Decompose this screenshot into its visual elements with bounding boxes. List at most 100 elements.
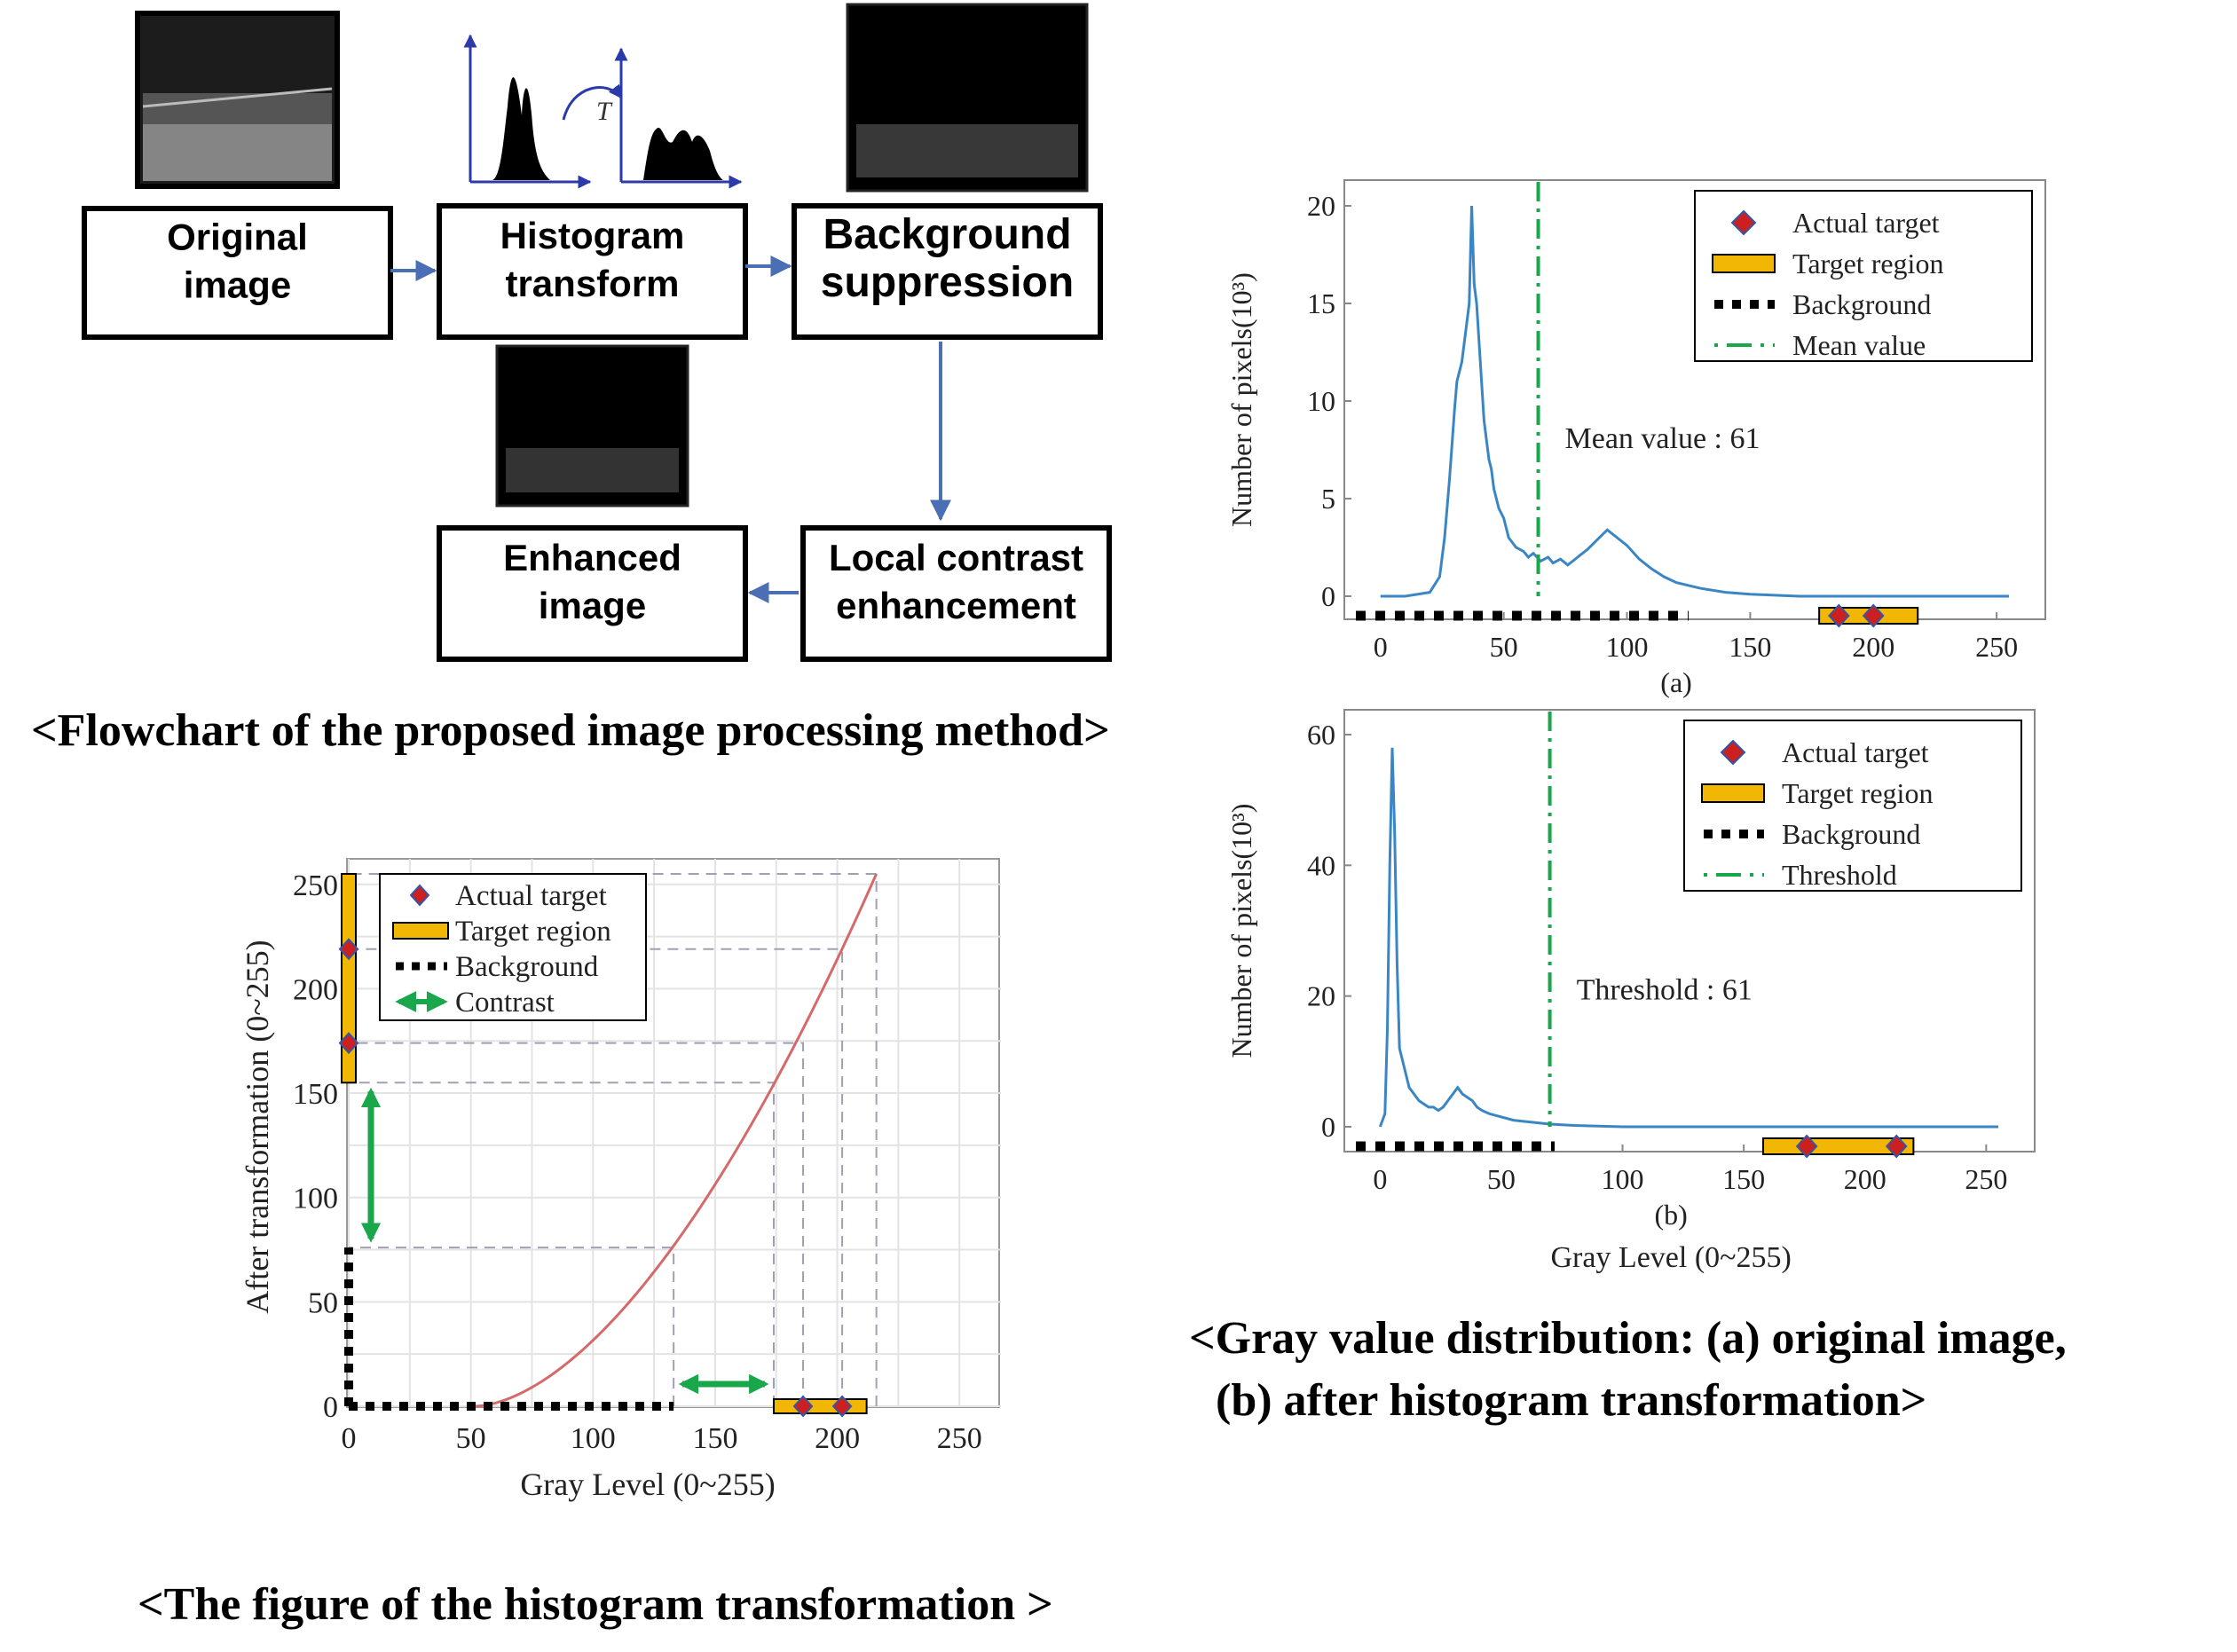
histogram-after-icon xyxy=(614,47,743,189)
x-tick-label: 250 xyxy=(937,1422,982,1455)
actual-target-marker xyxy=(792,1395,814,1418)
chart-histogram-transformation: 0 50 100 150 200 250 0 50 100 150 200 250 Actual tar… xyxy=(240,858,1001,1502)
dashed-guide-line xyxy=(349,1042,805,1406)
y-axis-label: Number of pixels(10³) xyxy=(1225,272,1257,527)
threshold-annotation: Threshold : 61 xyxy=(1577,973,1753,1006)
legend-entry: Contrast xyxy=(455,987,555,1019)
flow-box-label: Histogram xyxy=(500,215,685,256)
legend-actual-target-icon xyxy=(409,884,430,907)
flow-box-original: Original image xyxy=(82,206,393,340)
x-tick-label: 250 xyxy=(1975,631,2018,663)
flow-box-label: Original xyxy=(167,216,308,258)
legend-entry: Target region xyxy=(1792,248,1943,279)
x-tick-label: 200 xyxy=(1844,1163,1886,1195)
x-tick-label: 150 xyxy=(692,1422,737,1455)
x-tick-label: 150 xyxy=(1729,631,1771,663)
legend-entry: Mean value xyxy=(1792,329,1926,361)
flow-box-label: image xyxy=(539,585,646,626)
enhanced-image-thumbnail xyxy=(495,344,689,507)
target-region-y xyxy=(341,873,357,1084)
y-tick-label: 200 xyxy=(293,973,338,1006)
flow-box-frame xyxy=(792,203,1103,340)
y-tick-label: 250 xyxy=(293,869,338,902)
x-tick-label: 150 xyxy=(1722,1163,1765,1195)
y-tick-label: 60 xyxy=(1307,719,1335,751)
y-tick-label: 150 xyxy=(293,1078,338,1111)
legend-target-region-icon xyxy=(1701,783,1765,803)
legend: Actual target Target region Background Mean… xyxy=(1694,190,2033,362)
actual-target-marker xyxy=(338,1032,359,1055)
x-tick-label: 50 xyxy=(456,1422,486,1455)
plot-frame xyxy=(1343,709,2036,1152)
transform-symbol: T xyxy=(596,97,613,126)
y-tick-label: 20 xyxy=(1307,980,1335,1012)
legend-actual-target-icon xyxy=(1730,209,1757,236)
legend-entry: Actual target xyxy=(1782,736,1929,768)
legend-entry: Actual target xyxy=(455,880,607,912)
flow-box-frame xyxy=(437,203,748,340)
y-tick-label: 15 xyxy=(1307,287,1335,319)
x-tick-label: 50 xyxy=(1487,1163,1516,1195)
x-tick-label: 100 xyxy=(571,1422,616,1455)
dashed-guide-line xyxy=(349,1247,675,1406)
legend-entry: Background xyxy=(1782,818,1920,850)
flow-box-label: Local contrast xyxy=(829,537,1083,578)
x-axis-label: Gray Level (0~255) xyxy=(1550,1241,1791,1274)
x-tick-label: 0 xyxy=(342,1422,357,1455)
y-tick-label: 40 xyxy=(1307,849,1335,881)
transformation-caption: <The figure of the histogram transformat… xyxy=(138,1579,1053,1630)
y-tick-label: 100 xyxy=(293,1183,338,1215)
chart-gray-distribution-transformed: 0 20 40 60 0 50 100 150 200 250 Threshold : 61 Numb… xyxy=(1225,709,2036,1274)
flow-box-frame xyxy=(437,525,748,662)
flow-box-label: Background xyxy=(823,211,1071,258)
flow-box-frame xyxy=(800,525,1112,662)
flow-arrows xyxy=(390,256,951,603)
x-tick-label: 200 xyxy=(815,1422,860,1455)
legend-entry: Background xyxy=(455,951,599,983)
actual-target-marker xyxy=(338,938,359,961)
x-axis-label: Gray Level (0~255) xyxy=(520,1467,775,1502)
legend-entry: Background xyxy=(1792,288,1931,320)
x-tick-label: 250 xyxy=(1965,1163,2007,1195)
y-tick-label: 20 xyxy=(1307,190,1335,222)
original-image-thumbnail xyxy=(135,11,340,189)
x-tick-label: 0 xyxy=(1374,631,1388,663)
flow-box-frame xyxy=(82,206,393,340)
flow-box-label: enhancement xyxy=(836,585,1076,626)
legend: Actual target Target region Background Thre… xyxy=(1683,720,2022,892)
x-tick-label: 0 xyxy=(1373,1163,1387,1195)
y-tick-label: 50 xyxy=(308,1286,338,1319)
y-axis-label: After transformation (0~255) xyxy=(240,940,275,1313)
y-tick-label: 0 xyxy=(1321,1111,1335,1143)
background-suppression-thumbnail xyxy=(846,3,1089,193)
histogram-series-line xyxy=(1380,205,2009,598)
y-tick-label: 10 xyxy=(1307,385,1335,417)
x-tick-label: 200 xyxy=(1852,631,1894,663)
actual-target-marker xyxy=(1885,1134,1908,1159)
flow-box-enh: Enhanced image xyxy=(437,525,748,662)
transformation-curve xyxy=(476,873,878,1408)
histogram-before-icon xyxy=(463,34,592,189)
actual-target-marker xyxy=(831,1395,853,1418)
flow-box-lce: Local contrast enhancement xyxy=(800,525,1112,662)
flow-box-label: transform xyxy=(505,263,679,304)
target-region-x xyxy=(773,1398,868,1414)
x-tick-label: 100 xyxy=(1602,1163,1644,1195)
actual-target-marker xyxy=(1828,603,1850,628)
actual-target-marker xyxy=(1795,1134,1818,1159)
y-axis-label: Number of pixels(10³) xyxy=(1225,804,1257,1058)
histogram-series-line xyxy=(1378,747,1998,1129)
x-tick-label: 100 xyxy=(1606,631,1649,663)
legend-entry: Target region xyxy=(455,916,611,948)
y-tick-label: 5 xyxy=(1321,483,1335,515)
y-tick-label: 0 xyxy=(323,1391,338,1424)
flowchart-caption: <Flowchart of the proposed image process… xyxy=(31,705,1110,756)
gray-distribution-caption-line1: <Gray value distribution: (a) original i… xyxy=(1189,1313,2067,1364)
mean-value-annotation: Mean value : 61 xyxy=(1565,422,1760,455)
legend-entry: Threshold xyxy=(1782,859,1897,891)
y-tick-label: 0 xyxy=(1321,580,1335,612)
